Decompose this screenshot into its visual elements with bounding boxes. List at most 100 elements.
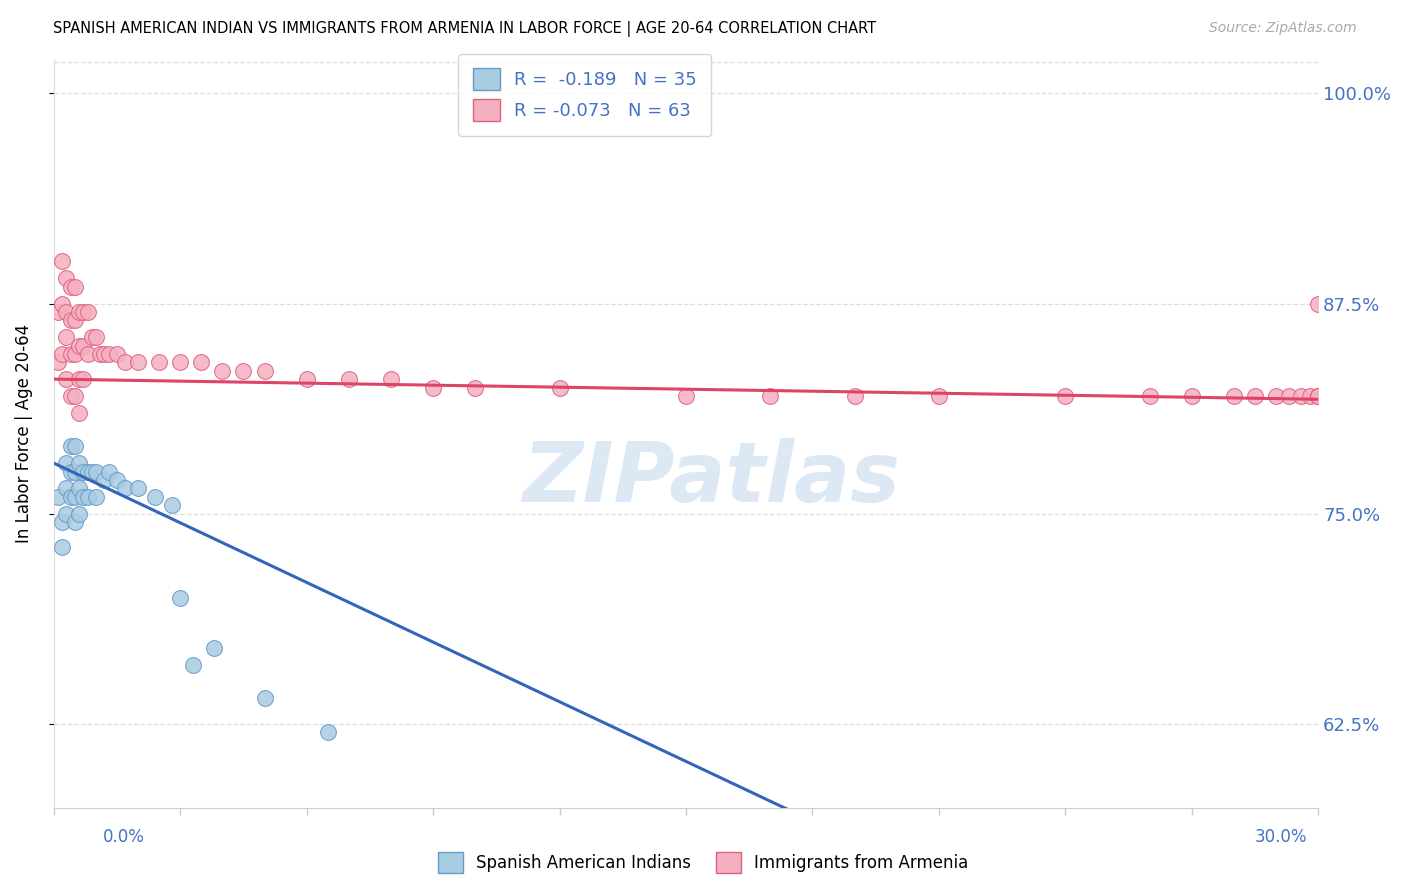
Point <box>422 380 444 394</box>
Point <box>148 355 170 369</box>
Point <box>84 330 107 344</box>
Point <box>76 465 98 479</box>
Point <box>160 498 183 512</box>
Point <box>72 465 94 479</box>
Point <box>1278 389 1301 403</box>
Point <box>127 481 149 495</box>
Point <box>114 481 136 495</box>
Text: 30.0%: 30.0% <box>1256 828 1308 846</box>
Point <box>63 515 86 529</box>
Point <box>63 439 86 453</box>
Point <box>211 364 233 378</box>
Point <box>114 355 136 369</box>
Point <box>67 305 90 319</box>
Point <box>1308 389 1330 403</box>
Point <box>59 347 82 361</box>
Point <box>46 490 69 504</box>
Point <box>67 338 90 352</box>
Point <box>51 296 73 310</box>
Point <box>169 591 191 605</box>
Point <box>46 355 69 369</box>
Point <box>337 372 360 386</box>
Point <box>80 465 103 479</box>
Point <box>105 347 128 361</box>
Point <box>89 347 111 361</box>
Point <box>1181 389 1204 403</box>
Text: Source: ZipAtlas.com: Source: ZipAtlas.com <box>1209 21 1357 36</box>
Point <box>202 640 225 655</box>
Point <box>63 347 86 361</box>
Point <box>63 490 86 504</box>
Point <box>928 389 950 403</box>
Point <box>67 456 90 470</box>
Point <box>844 389 866 403</box>
Point <box>76 305 98 319</box>
Point <box>72 372 94 386</box>
Point <box>63 279 86 293</box>
Point <box>1265 389 1288 403</box>
Point <box>84 465 107 479</box>
Point <box>675 389 697 403</box>
Point <box>105 473 128 487</box>
Point <box>59 465 82 479</box>
Point <box>316 725 339 739</box>
Point <box>46 305 69 319</box>
Point <box>55 456 77 470</box>
Point <box>67 481 90 495</box>
Point <box>67 372 90 386</box>
Point <box>97 347 120 361</box>
Point <box>1308 389 1330 403</box>
Point <box>190 355 212 369</box>
Point <box>55 330 77 344</box>
Point <box>59 389 82 403</box>
Point <box>93 473 115 487</box>
Text: 0.0%: 0.0% <box>103 828 145 846</box>
Point <box>1299 389 1322 403</box>
Point <box>1054 389 1077 403</box>
Point <box>59 279 82 293</box>
Point <box>169 355 191 369</box>
Point <box>63 389 86 403</box>
Point <box>1308 296 1330 310</box>
Point <box>55 372 77 386</box>
Point <box>55 481 77 495</box>
Point <box>72 338 94 352</box>
Point <box>759 389 782 403</box>
Point <box>97 465 120 479</box>
Text: SPANISH AMERICAN INDIAN VS IMMIGRANTS FROM ARMENIA IN LABOR FORCE | AGE 20-64 CO: SPANISH AMERICAN INDIAN VS IMMIGRANTS FR… <box>53 21 876 37</box>
Point <box>464 380 486 394</box>
Point <box>380 372 402 386</box>
Point <box>72 305 94 319</box>
Point <box>67 507 90 521</box>
Point <box>295 372 318 386</box>
Point <box>55 305 77 319</box>
Point <box>127 355 149 369</box>
Point <box>548 380 571 394</box>
Point <box>63 313 86 327</box>
Point <box>84 490 107 504</box>
Point <box>1139 389 1161 403</box>
Point <box>1308 389 1330 403</box>
Point <box>72 490 94 504</box>
Point <box>1244 389 1267 403</box>
Point <box>51 254 73 268</box>
Point <box>59 313 82 327</box>
Point <box>143 490 166 504</box>
Legend: Spanish American Indians, Immigrants from Armenia: Spanish American Indians, Immigrants fro… <box>430 846 976 880</box>
Point <box>93 347 115 361</box>
Y-axis label: In Labor Force | Age 20-64: In Labor Force | Age 20-64 <box>15 324 32 543</box>
Point <box>51 540 73 554</box>
Point <box>1223 389 1246 403</box>
Point <box>63 465 86 479</box>
Point <box>76 490 98 504</box>
Point <box>1291 389 1313 403</box>
Point <box>59 439 82 453</box>
Point <box>51 515 73 529</box>
Legend: R =  -0.189   N = 35, R = -0.073   N = 63: R = -0.189 N = 35, R = -0.073 N = 63 <box>458 54 711 136</box>
Point <box>80 330 103 344</box>
Point <box>59 490 82 504</box>
Point <box>76 347 98 361</box>
Point <box>181 657 204 672</box>
Text: ZIPatlas: ZIPatlas <box>523 438 900 519</box>
Point <box>67 406 90 420</box>
